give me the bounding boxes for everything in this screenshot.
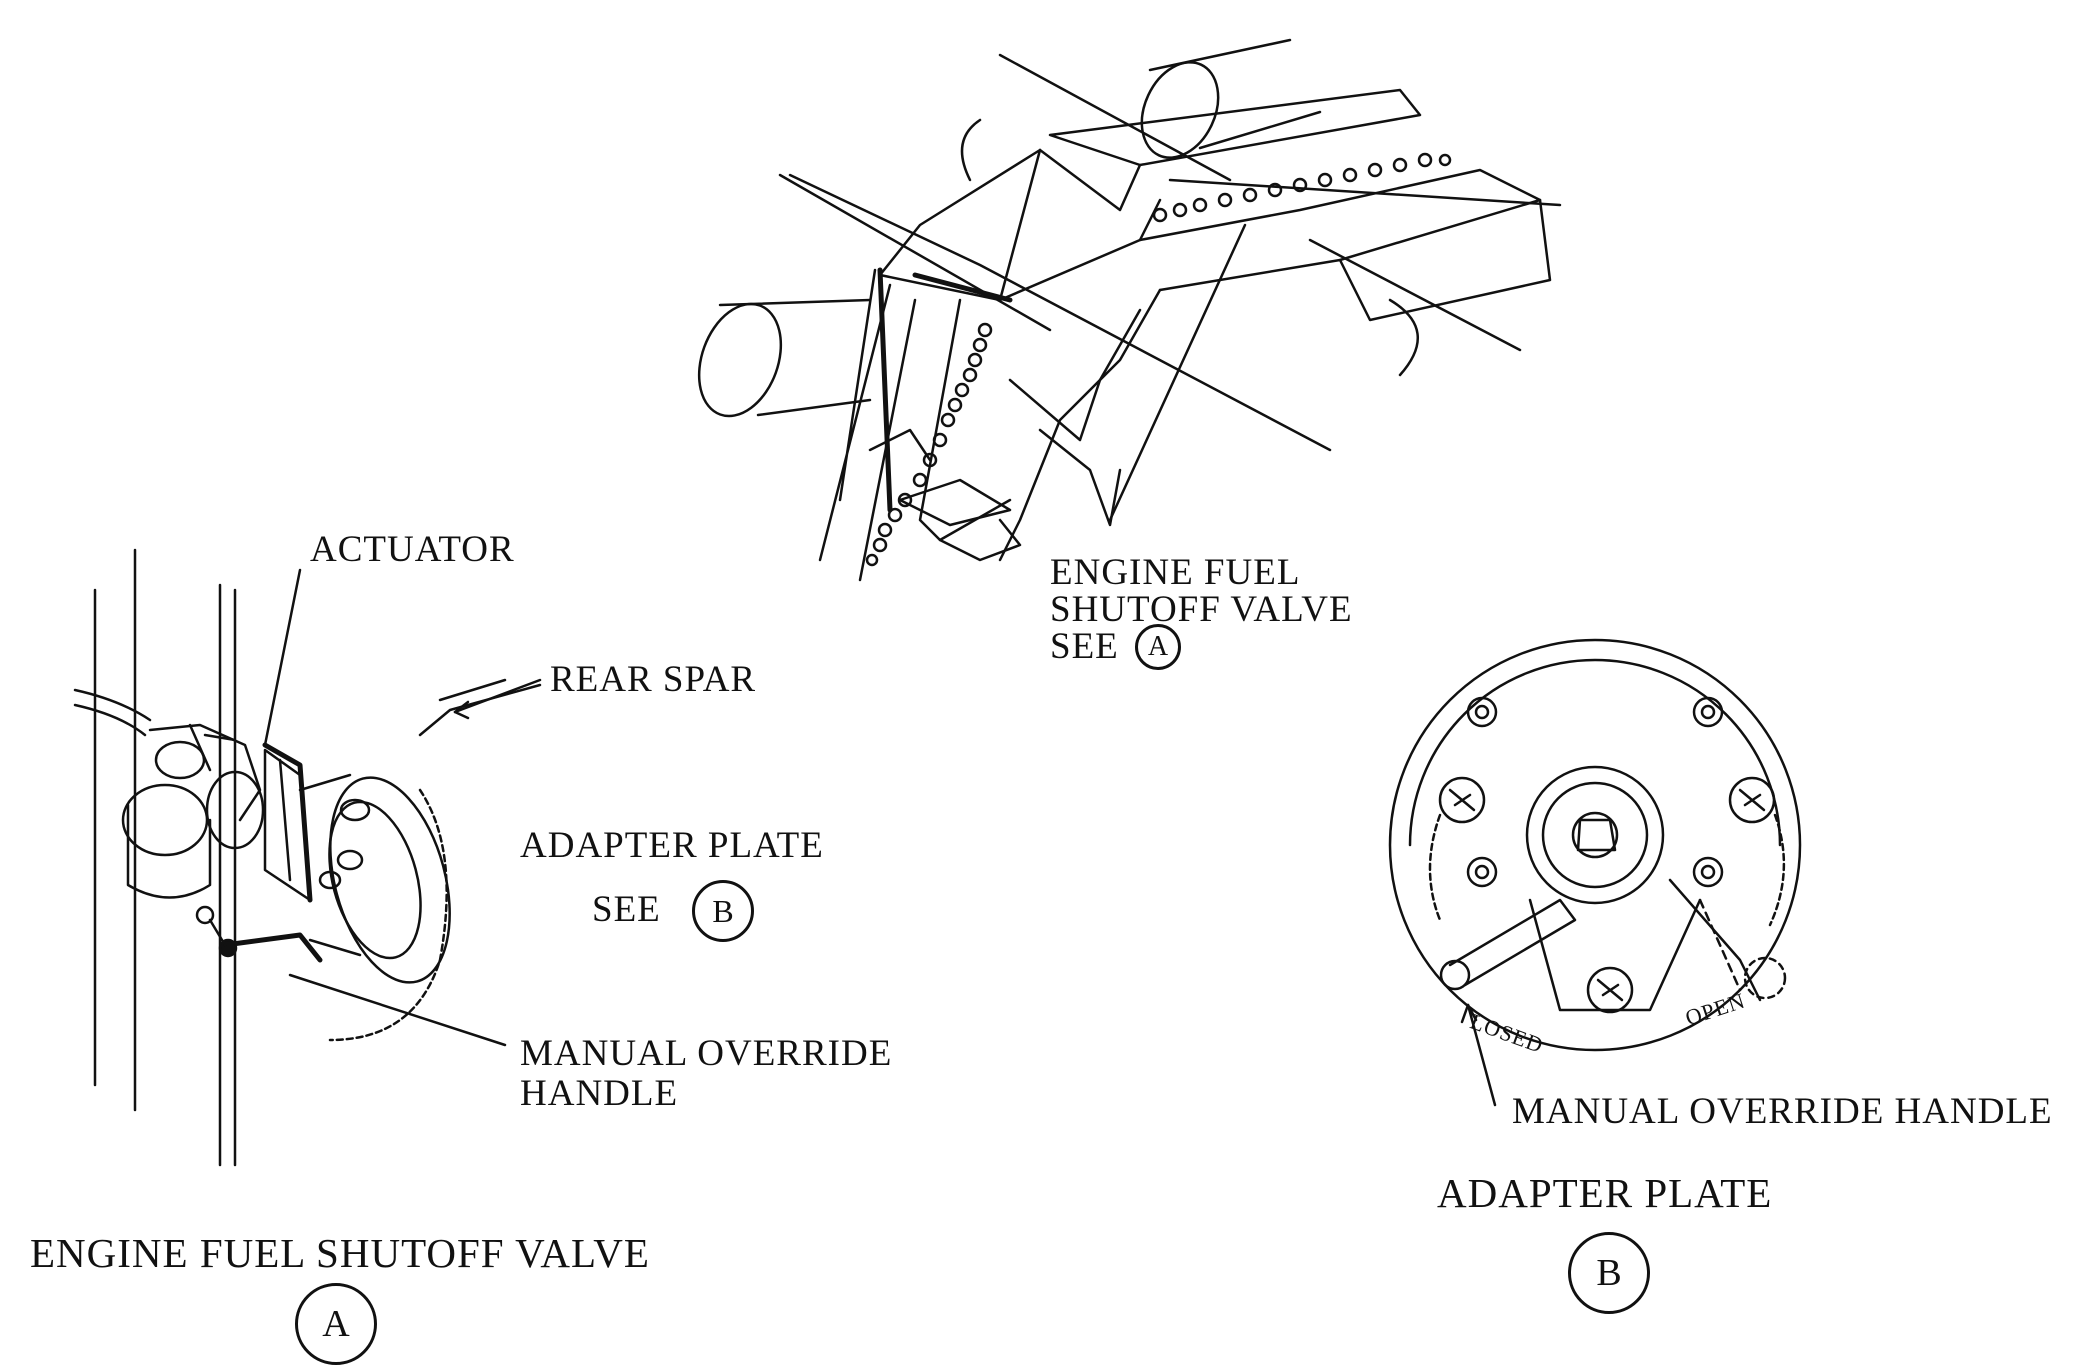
overview-callout-line-1: ENGINE FUEL <box>1050 552 1301 593</box>
adapter-plate-callout-label: ADAPTER PLATE <box>520 825 824 866</box>
adapter-manual-override-label: MANUAL OVERRIDE HANDLE <box>1512 1091 2053 1132</box>
fuel-line-dots-upper <box>1152 152 1452 223</box>
overview-see-ref: A <box>1147 631 1169 662</box>
detail-a-see-ref: B <box>712 892 734 929</box>
overview-see-ref-circle: A <box>1135 624 1181 670</box>
detail-a-caption: ENGINE FUEL SHUTOFF VALVE <box>30 1230 650 1276</box>
detail-a-ref-circle: A <box>295 1283 377 1365</box>
actuator-label: ACTUATOR <box>310 529 515 570</box>
overview-callout-line-2: SHUTOFF VALVE <box>1050 589 1353 630</box>
wing-overview-drawing <box>697 38 1562 582</box>
manual-override-label-line-1: MANUAL OVERRIDE <box>520 1033 893 1074</box>
detail-a-ref: A <box>322 1303 350 1345</box>
rear-spar-label: REAR SPAR <box>550 659 757 700</box>
valve-detail-drawing <box>73 548 542 1167</box>
detail-a-see-text: SEE <box>592 889 661 930</box>
detail-b-caption: ADAPTER PLATE <box>1437 1170 1773 1216</box>
manual-override-label-line-2: HANDLE <box>520 1073 679 1114</box>
fuel-line-dots-lower <box>865 322 993 567</box>
detail-a-see-ref-circle: B <box>692 880 754 942</box>
detail-b-ref-circle: B <box>1568 1232 1650 1314</box>
overview-see-text: SEE <box>1050 626 1119 667</box>
adapter-plate-drawing <box>1388 638 1802 1107</box>
detail-b-ref: B <box>1596 1252 1622 1294</box>
